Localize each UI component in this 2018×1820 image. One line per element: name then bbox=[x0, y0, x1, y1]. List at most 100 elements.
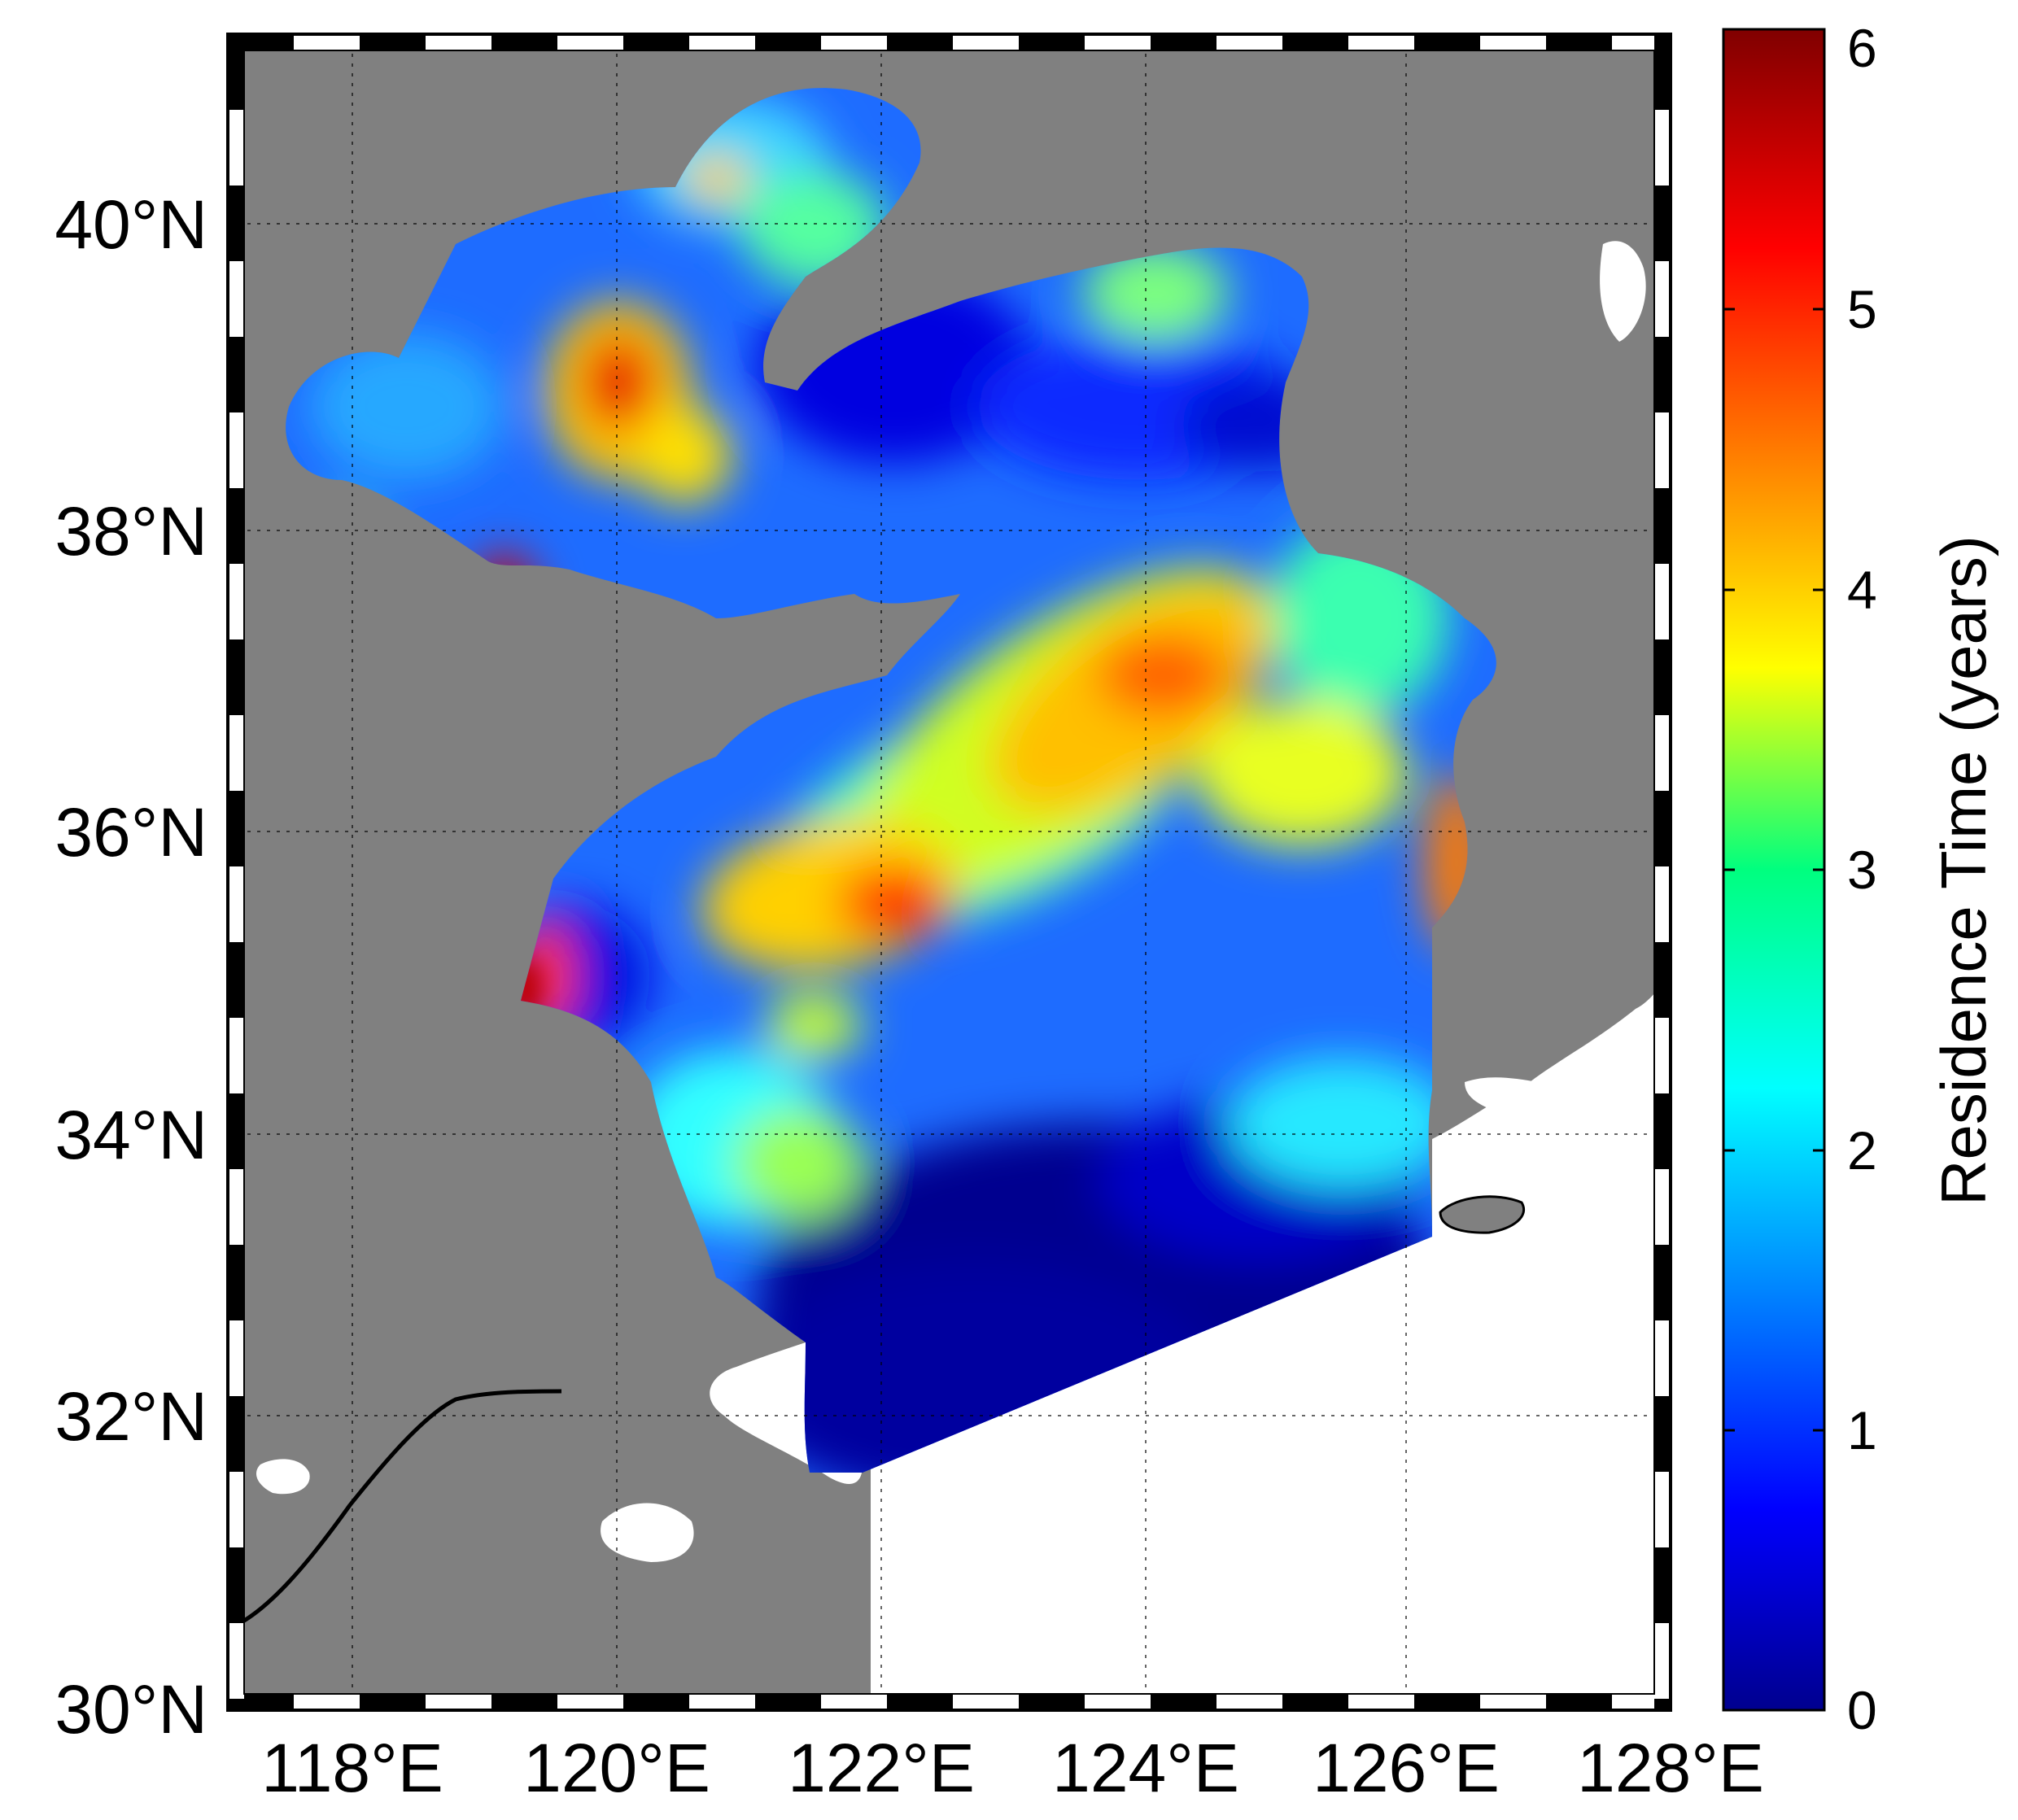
korea-coast-white bbox=[1600, 241, 1646, 342]
frame-segment bbox=[1019, 1694, 1085, 1710]
colorbar-tick-label: 5 bbox=[1847, 279, 1877, 339]
frame-segment bbox=[228, 337, 244, 412]
y-tick-label: 34°N bbox=[55, 1097, 207, 1173]
frame-segment bbox=[755, 1694, 821, 1710]
frame-segment bbox=[228, 1018, 244, 1093]
frame-segment bbox=[821, 1694, 887, 1710]
colorbar-tick-label: 3 bbox=[1847, 840, 1877, 900]
frame-segment bbox=[623, 34, 689, 50]
frame-segment bbox=[360, 1694, 426, 1710]
frame-segment bbox=[689, 34, 755, 50]
colorbar-tick-label: 0 bbox=[1847, 1680, 1877, 1740]
frame-segment bbox=[228, 1320, 244, 1396]
chongming-island bbox=[601, 1503, 694, 1562]
frame-segment bbox=[228, 1694, 294, 1710]
island-cluster bbox=[1465, 1077, 1544, 1115]
frame-segment bbox=[1654, 110, 1671, 185]
frame-segment bbox=[228, 564, 244, 639]
frame-segment bbox=[1654, 1623, 1671, 1699]
y-tick-label: 40°N bbox=[55, 186, 207, 263]
frame-segment bbox=[1654, 412, 1671, 488]
jeju-island bbox=[1439, 1195, 1525, 1234]
frame-segment bbox=[1282, 1694, 1348, 1710]
frame-segment bbox=[228, 1093, 244, 1169]
colorbar-gradient bbox=[1722, 28, 1826, 1712]
frame-segment bbox=[953, 34, 1019, 50]
frame-segment bbox=[1654, 564, 1671, 639]
frame-segment bbox=[1654, 1699, 1671, 1710]
frame-segment bbox=[426, 1694, 491, 1710]
frame-segment bbox=[1654, 791, 1671, 866]
frame-segment bbox=[1654, 715, 1671, 791]
frame-segment bbox=[557, 34, 623, 50]
colorbar-tick-label: 4 bbox=[1847, 560, 1877, 620]
frame-segment bbox=[1654, 1472, 1671, 1547]
colorbar-ticks bbox=[1723, 308, 1824, 1432]
x-tick-label: 120°E bbox=[523, 1730, 710, 1806]
x-tick-label: 128°E bbox=[1577, 1730, 1764, 1806]
frame-segment bbox=[228, 412, 244, 488]
y-tick-label: 30°N bbox=[55, 1671, 207, 1748]
frame-segment bbox=[228, 1245, 244, 1320]
y-tick-label: 38°N bbox=[55, 493, 207, 570]
frame-segment bbox=[294, 1694, 360, 1710]
y-tick-label: 32°N bbox=[55, 1378, 207, 1455]
lake-white bbox=[256, 1459, 310, 1495]
colorbar-tick-label: 2 bbox=[1847, 1120, 1877, 1181]
frame-segment bbox=[228, 639, 244, 715]
map-frame-border bbox=[228, 34, 1671, 1710]
frame-segment bbox=[1480, 1694, 1546, 1710]
frame-segment bbox=[294, 34, 360, 50]
frame-segment bbox=[1654, 1018, 1671, 1093]
frame-segment bbox=[1654, 1169, 1671, 1245]
frame-segment bbox=[1654, 639, 1671, 715]
frame-segment bbox=[1546, 34, 1612, 50]
frame-segment bbox=[1654, 1320, 1671, 1396]
frame-segment bbox=[623, 1694, 689, 1710]
frame-segment bbox=[228, 488, 244, 564]
frame-segment bbox=[228, 1472, 244, 1547]
frame-segment bbox=[228, 110, 244, 185]
frame-segment bbox=[689, 1694, 755, 1710]
frame-segment bbox=[1216, 34, 1282, 50]
frame-segment bbox=[1654, 337, 1671, 412]
frame-segment bbox=[228, 34, 294, 50]
frame-segment bbox=[1480, 34, 1546, 50]
colorbar-tick-label: 1 bbox=[1847, 1400, 1877, 1460]
frame-segment bbox=[1654, 185, 1671, 261]
frame-segment bbox=[1654, 866, 1671, 942]
frame-segment bbox=[755, 34, 821, 50]
x-tick-label: 126°E bbox=[1313, 1730, 1500, 1806]
frame-segment bbox=[426, 34, 491, 50]
frame-segment bbox=[228, 1699, 244, 1710]
frame-segment bbox=[491, 34, 557, 50]
frame-segment bbox=[228, 185, 244, 261]
frame-segment bbox=[1654, 1245, 1671, 1320]
frame-segment bbox=[1151, 1694, 1216, 1710]
frame-segment bbox=[228, 34, 244, 110]
y-axis-labels: 30°N 32°N 34°N 36°N 38°N 40°N bbox=[55, 186, 207, 1748]
frame-segment bbox=[953, 1694, 1019, 1710]
x-tick-label: 118°E bbox=[261, 1730, 443, 1806]
frame-segment bbox=[228, 715, 244, 791]
frame-segment bbox=[887, 34, 953, 50]
frame-segment bbox=[1151, 34, 1216, 50]
frame-segment bbox=[228, 1547, 244, 1623]
frame-segment bbox=[1654, 488, 1671, 564]
frame-segment bbox=[1282, 34, 1348, 50]
ocean-outside-domain bbox=[871, 976, 1671, 1710]
frame-segment bbox=[1654, 1093, 1671, 1169]
frame-segment bbox=[1019, 34, 1085, 50]
colorbar-tick-label: 6 bbox=[1847, 18, 1877, 78]
map-frame-outline bbox=[226, 33, 1672, 1712]
frame-segment bbox=[491, 1694, 557, 1710]
frame-segment bbox=[228, 1396, 244, 1472]
frame-segment bbox=[1546, 1694, 1612, 1710]
frame-segment bbox=[1654, 1396, 1671, 1472]
map-frame-inner-outline bbox=[243, 50, 1655, 1695]
colorbar: 0 1 2 3 4 5 6 Residence Time (years) bbox=[1722, 18, 1999, 1740]
frame-segment bbox=[887, 1694, 953, 1710]
frame-segment bbox=[228, 1169, 244, 1245]
colorbar-title: Residence Time (years) bbox=[1928, 535, 1999, 1206]
